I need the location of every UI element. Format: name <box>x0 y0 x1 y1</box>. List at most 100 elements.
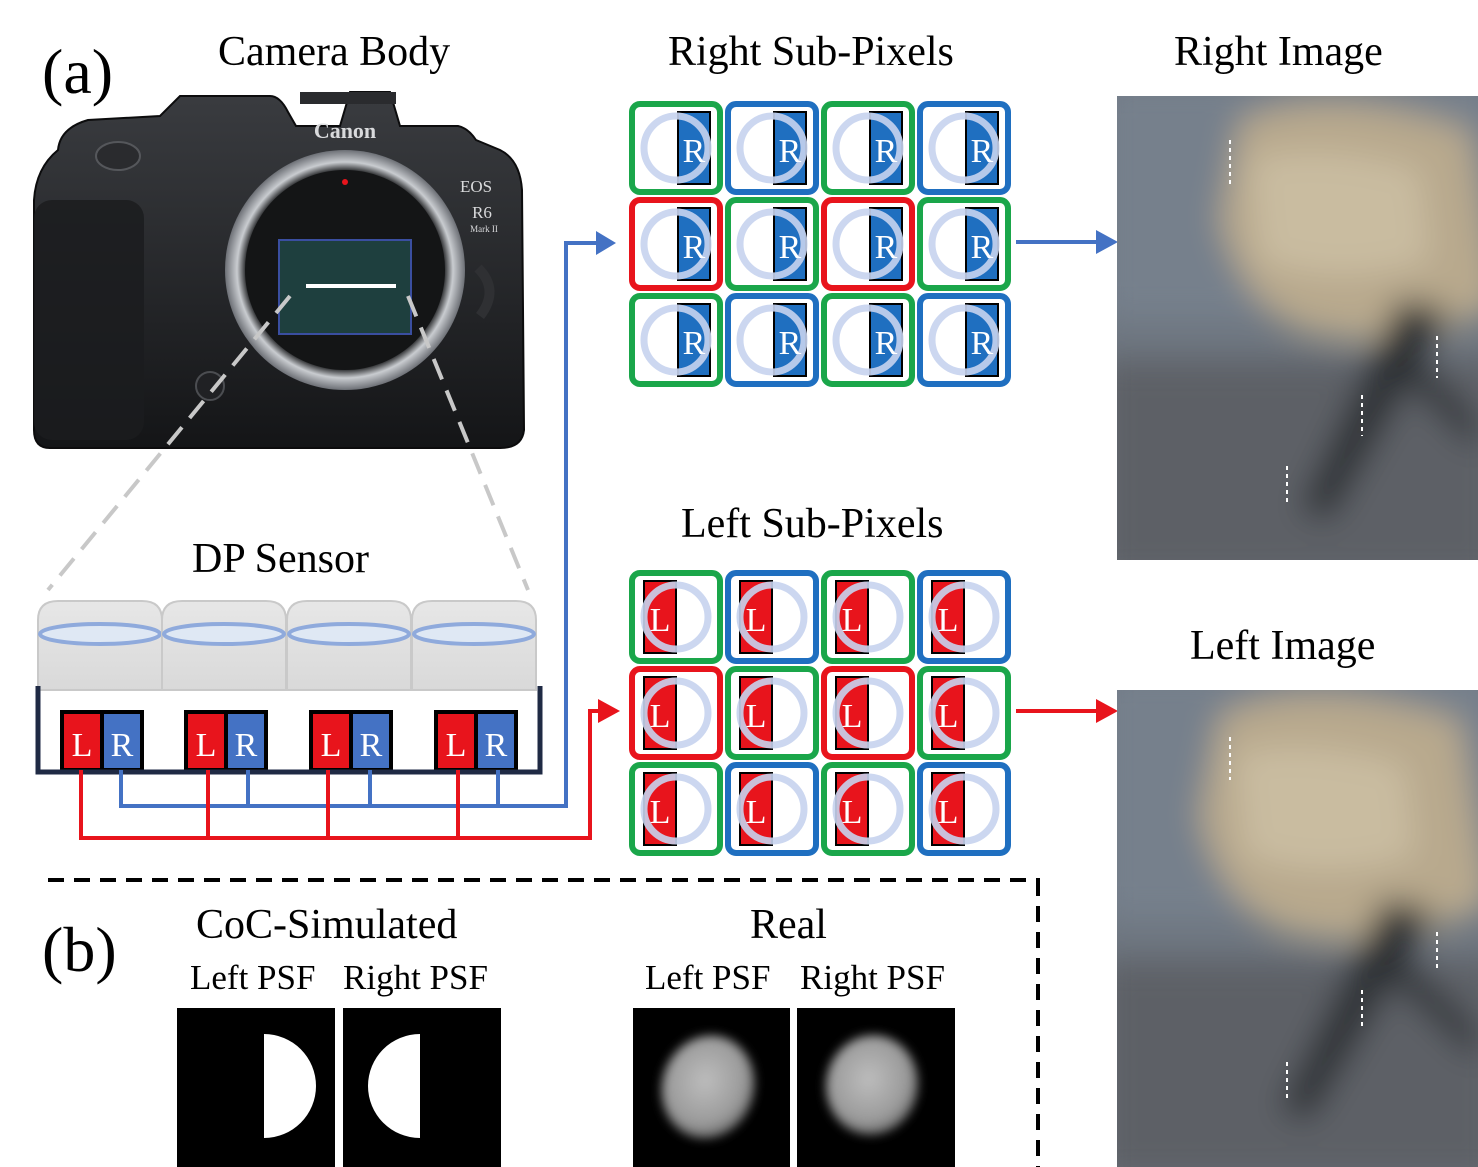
color-filter-border <box>629 293 723 387</box>
color-filter-border <box>821 197 915 291</box>
microlens-outline <box>640 773 712 845</box>
left-photodiode: L <box>309 710 353 772</box>
microlens-outline <box>832 773 904 845</box>
sim-left-psf-label: Left PSF <box>190 958 316 997</box>
left-subpixel: L <box>821 666 915 760</box>
left-subpixel: L <box>629 762 723 856</box>
panel-b-tag: (b) <box>42 914 117 985</box>
subpixel-letter-r: R <box>971 229 994 266</box>
subpixel-letter-l: L <box>746 602 767 639</box>
microlens-outline <box>832 304 904 376</box>
microlens-outline <box>928 112 1000 184</box>
camera-model-eos: EOS <box>460 177 492 196</box>
microlens-outline <box>928 208 1000 280</box>
left-subpixel: L <box>821 762 915 856</box>
subpixel-letter-r: R <box>683 325 706 362</box>
right-photodiode: R <box>349 710 393 772</box>
right-subpixel: R <box>629 197 723 291</box>
left-image-title: Left Image <box>1190 623 1376 669</box>
panel-a-tag: (a) <box>42 36 114 107</box>
color-filter-border <box>629 570 723 664</box>
color-filter-border <box>821 570 915 664</box>
camera-model-mark: Mark II <box>470 224 498 234</box>
panel-separator <box>48 878 1040 1167</box>
right-image-markers <box>1229 140 1438 506</box>
left-subpixel: L <box>917 762 1011 856</box>
microlens-outline <box>832 677 904 749</box>
left-subpixel: L <box>629 570 723 664</box>
color-filter-border <box>725 762 819 856</box>
right-image <box>1117 96 1478 560</box>
microlens-outline <box>832 112 904 184</box>
subpixel-letter-r: R <box>779 133 802 170</box>
left-image <box>1117 690 1478 1167</box>
microlens <box>287 622 411 646</box>
zoom-lines <box>46 294 530 592</box>
left-subpixel: L <box>821 570 915 664</box>
left-photodiode: L <box>60 710 104 772</box>
microlens-outline <box>928 581 1000 653</box>
subpixel-letter-l: L <box>746 698 767 735</box>
real-right-psf <box>797 1008 955 1167</box>
camera-brand: Canon <box>314 118 376 143</box>
left-subpixel: L <box>725 666 819 760</box>
right-photodiode: R <box>474 710 518 772</box>
color-filter-border <box>821 666 915 760</box>
color-filter-border <box>917 762 1011 856</box>
left-photodiode-letter: L <box>72 727 93 764</box>
left-photodiode: L <box>434 710 478 772</box>
color-filter-border <box>821 293 915 387</box>
subpixel-letter-l: L <box>938 794 959 831</box>
microlens-outline <box>928 304 1000 376</box>
microlens-outline <box>640 677 712 749</box>
camera-body-illustration: Canon EOS R6 Mark II <box>33 91 526 449</box>
left-subpixel-grid: L L L L L L L L L L L L <box>629 570 1011 856</box>
subpixel-letter-l: L <box>650 794 671 831</box>
right-photodiode-letter: R <box>360 727 383 764</box>
color-filter-border <box>917 197 1011 291</box>
subpixel-letter-l: L <box>938 698 959 735</box>
coc-simulated-title: CoC-Simulated <box>196 902 458 948</box>
subpixel-letter-l: L <box>842 794 863 831</box>
right-subpixel: R <box>629 293 723 387</box>
right-subpixel: R <box>917 293 1011 387</box>
color-filter-border <box>917 101 1011 195</box>
right-subpixel: R <box>821 101 915 195</box>
sensor-wiring <box>79 231 620 840</box>
microlens <box>162 622 286 646</box>
subpixel-letter-l: L <box>746 794 767 831</box>
color-filter-border <box>821 762 915 856</box>
color-filter-border <box>725 293 819 387</box>
subpixel-letter-l: L <box>842 602 863 639</box>
left-photodiode: L <box>184 710 228 772</box>
color-filter-border <box>917 293 1011 387</box>
microlens-outline <box>736 304 808 376</box>
color-filter-border <box>629 666 723 760</box>
microlens-outline <box>640 112 712 184</box>
camera-body-title: Camera Body <box>218 29 451 75</box>
subpixel-letter-l: L <box>938 602 959 639</box>
right-subpixel: R <box>917 197 1011 291</box>
right-subpixel-grid: R R R R R R R R R R R R <box>629 101 1011 387</box>
left-subpixels-title: Left Sub-Pixels <box>681 501 944 547</box>
subpixel-letter-r: R <box>683 133 706 170</box>
right-subpixel: R <box>629 101 723 195</box>
right-subpixels-title: Right Sub-Pixels <box>668 29 954 75</box>
left-subpixel: L <box>629 666 723 760</box>
left-wire-arrowhead <box>598 699 620 723</box>
microlens <box>38 622 162 646</box>
subpixel-letter-r: R <box>875 325 898 362</box>
color-filter-border <box>629 762 723 856</box>
subpixel-letter-r: R <box>971 133 994 170</box>
microlens <box>412 622 536 646</box>
color-filter-border <box>725 570 819 664</box>
right-photodiode-letter: R <box>111 727 134 764</box>
right-subpixel: R <box>917 101 1011 195</box>
right-subpixel: R <box>821 197 915 291</box>
subpixel-letter-r: R <box>971 325 994 362</box>
microlens-outline <box>736 112 808 184</box>
